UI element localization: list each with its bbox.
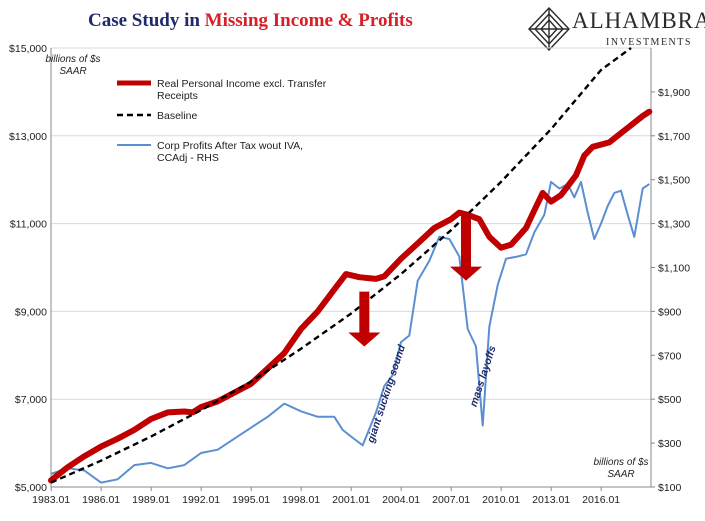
y-right-tick-label: $1,700 <box>658 131 690 143</box>
x-tick-label: 2007.01 <box>432 494 470 506</box>
brand-emblem-icon <box>528 6 570 52</box>
x-tick-label: 2010.01 <box>482 494 520 506</box>
y-right-tick-label: $500 <box>658 394 682 406</box>
y-left-tick-label: $13,000 <box>9 131 47 143</box>
chart-title: Case Study in Missing Income & Profits <box>88 10 413 32</box>
brand-subtitle: INVESTMENTS <box>606 37 692 48</box>
y-left-tick-label: $5,000 <box>15 482 47 494</box>
series-layer <box>48 47 653 484</box>
y-left-tick-label: $7,000 <box>15 394 47 406</box>
title-part1: Case Study in <box>88 10 205 31</box>
y-left-unit-label: billions of $s <box>45 54 100 65</box>
arrow-layer <box>348 212 482 347</box>
y-left-unit-sub-label: SAAR <box>59 66 86 77</box>
x-tick-label: 2016.01 <box>582 494 620 506</box>
down-arrow <box>450 212 482 281</box>
legend-label-income-cont: Receipts <box>157 90 198 102</box>
legend-label-income: Real Personal Income excl. Transfer <box>157 78 327 90</box>
axes: $5,000 $7,000 $9,000 $11,000 $13,000 $15,000 $… <box>9 43 690 506</box>
series-line-thin <box>50 180 650 484</box>
x-tick-label: 2004.01 <box>382 494 420 506</box>
legend-label-profits: Corp Profits After Tax wout IVA, <box>157 140 303 152</box>
legend: Real Personal Income excl. TransferRecei… <box>117 78 327 164</box>
y-right-tick-label: $1,500 <box>658 175 690 187</box>
annotation-label: giant sucking sound <box>365 343 408 445</box>
y-left-tick-label: $11,000 <box>10 219 47 231</box>
y-right-tick-label: $1,900 <box>658 87 690 99</box>
title-part2: Missing Income & Profits <box>204 10 413 31</box>
y-right-unit-label: billions of $s <box>593 457 648 468</box>
y-right-tick-label: $100 <box>658 482 682 494</box>
x-tick-label: 1998.01 <box>282 494 320 506</box>
x-tick-label: 1989.01 <box>132 494 170 506</box>
x-tick-label: 2013.01 <box>532 494 570 506</box>
y-right-tick-label: $900 <box>658 306 682 318</box>
legend-label-profits-cont: CCAdj - RHS <box>157 152 219 164</box>
x-tick-label: 1995.01 <box>232 494 270 506</box>
series-line-dashed <box>50 47 632 484</box>
y-left-tick-label: $9,000 <box>15 306 47 318</box>
x-tick-label: 1992.01 <box>182 494 220 506</box>
y-right-tick-label: $1,300 <box>658 219 690 231</box>
y-left-tick-label: $15,000 <box>9 43 47 55</box>
brand-logo: ALHAMBRA INVESTMENTS <box>527 6 705 56</box>
x-tick-label: 2001.01 <box>332 494 370 506</box>
down-arrow <box>348 291 381 347</box>
brand-name: ALHAMBRA <box>572 8 705 33</box>
y-right-tick-label: $300 <box>658 438 682 450</box>
x-tick-label: 1986.01 <box>82 494 120 506</box>
series-line-thick <box>48 108 653 484</box>
x-tick-label: 1983.01 <box>32 494 70 506</box>
legend-label-baseline: Baseline <box>157 110 197 122</box>
y-right-unit-sub-label: SAAR <box>607 469 634 480</box>
y-right-tick-label: $1,100 <box>658 263 690 275</box>
y-right-tick-label: $700 <box>658 350 682 362</box>
